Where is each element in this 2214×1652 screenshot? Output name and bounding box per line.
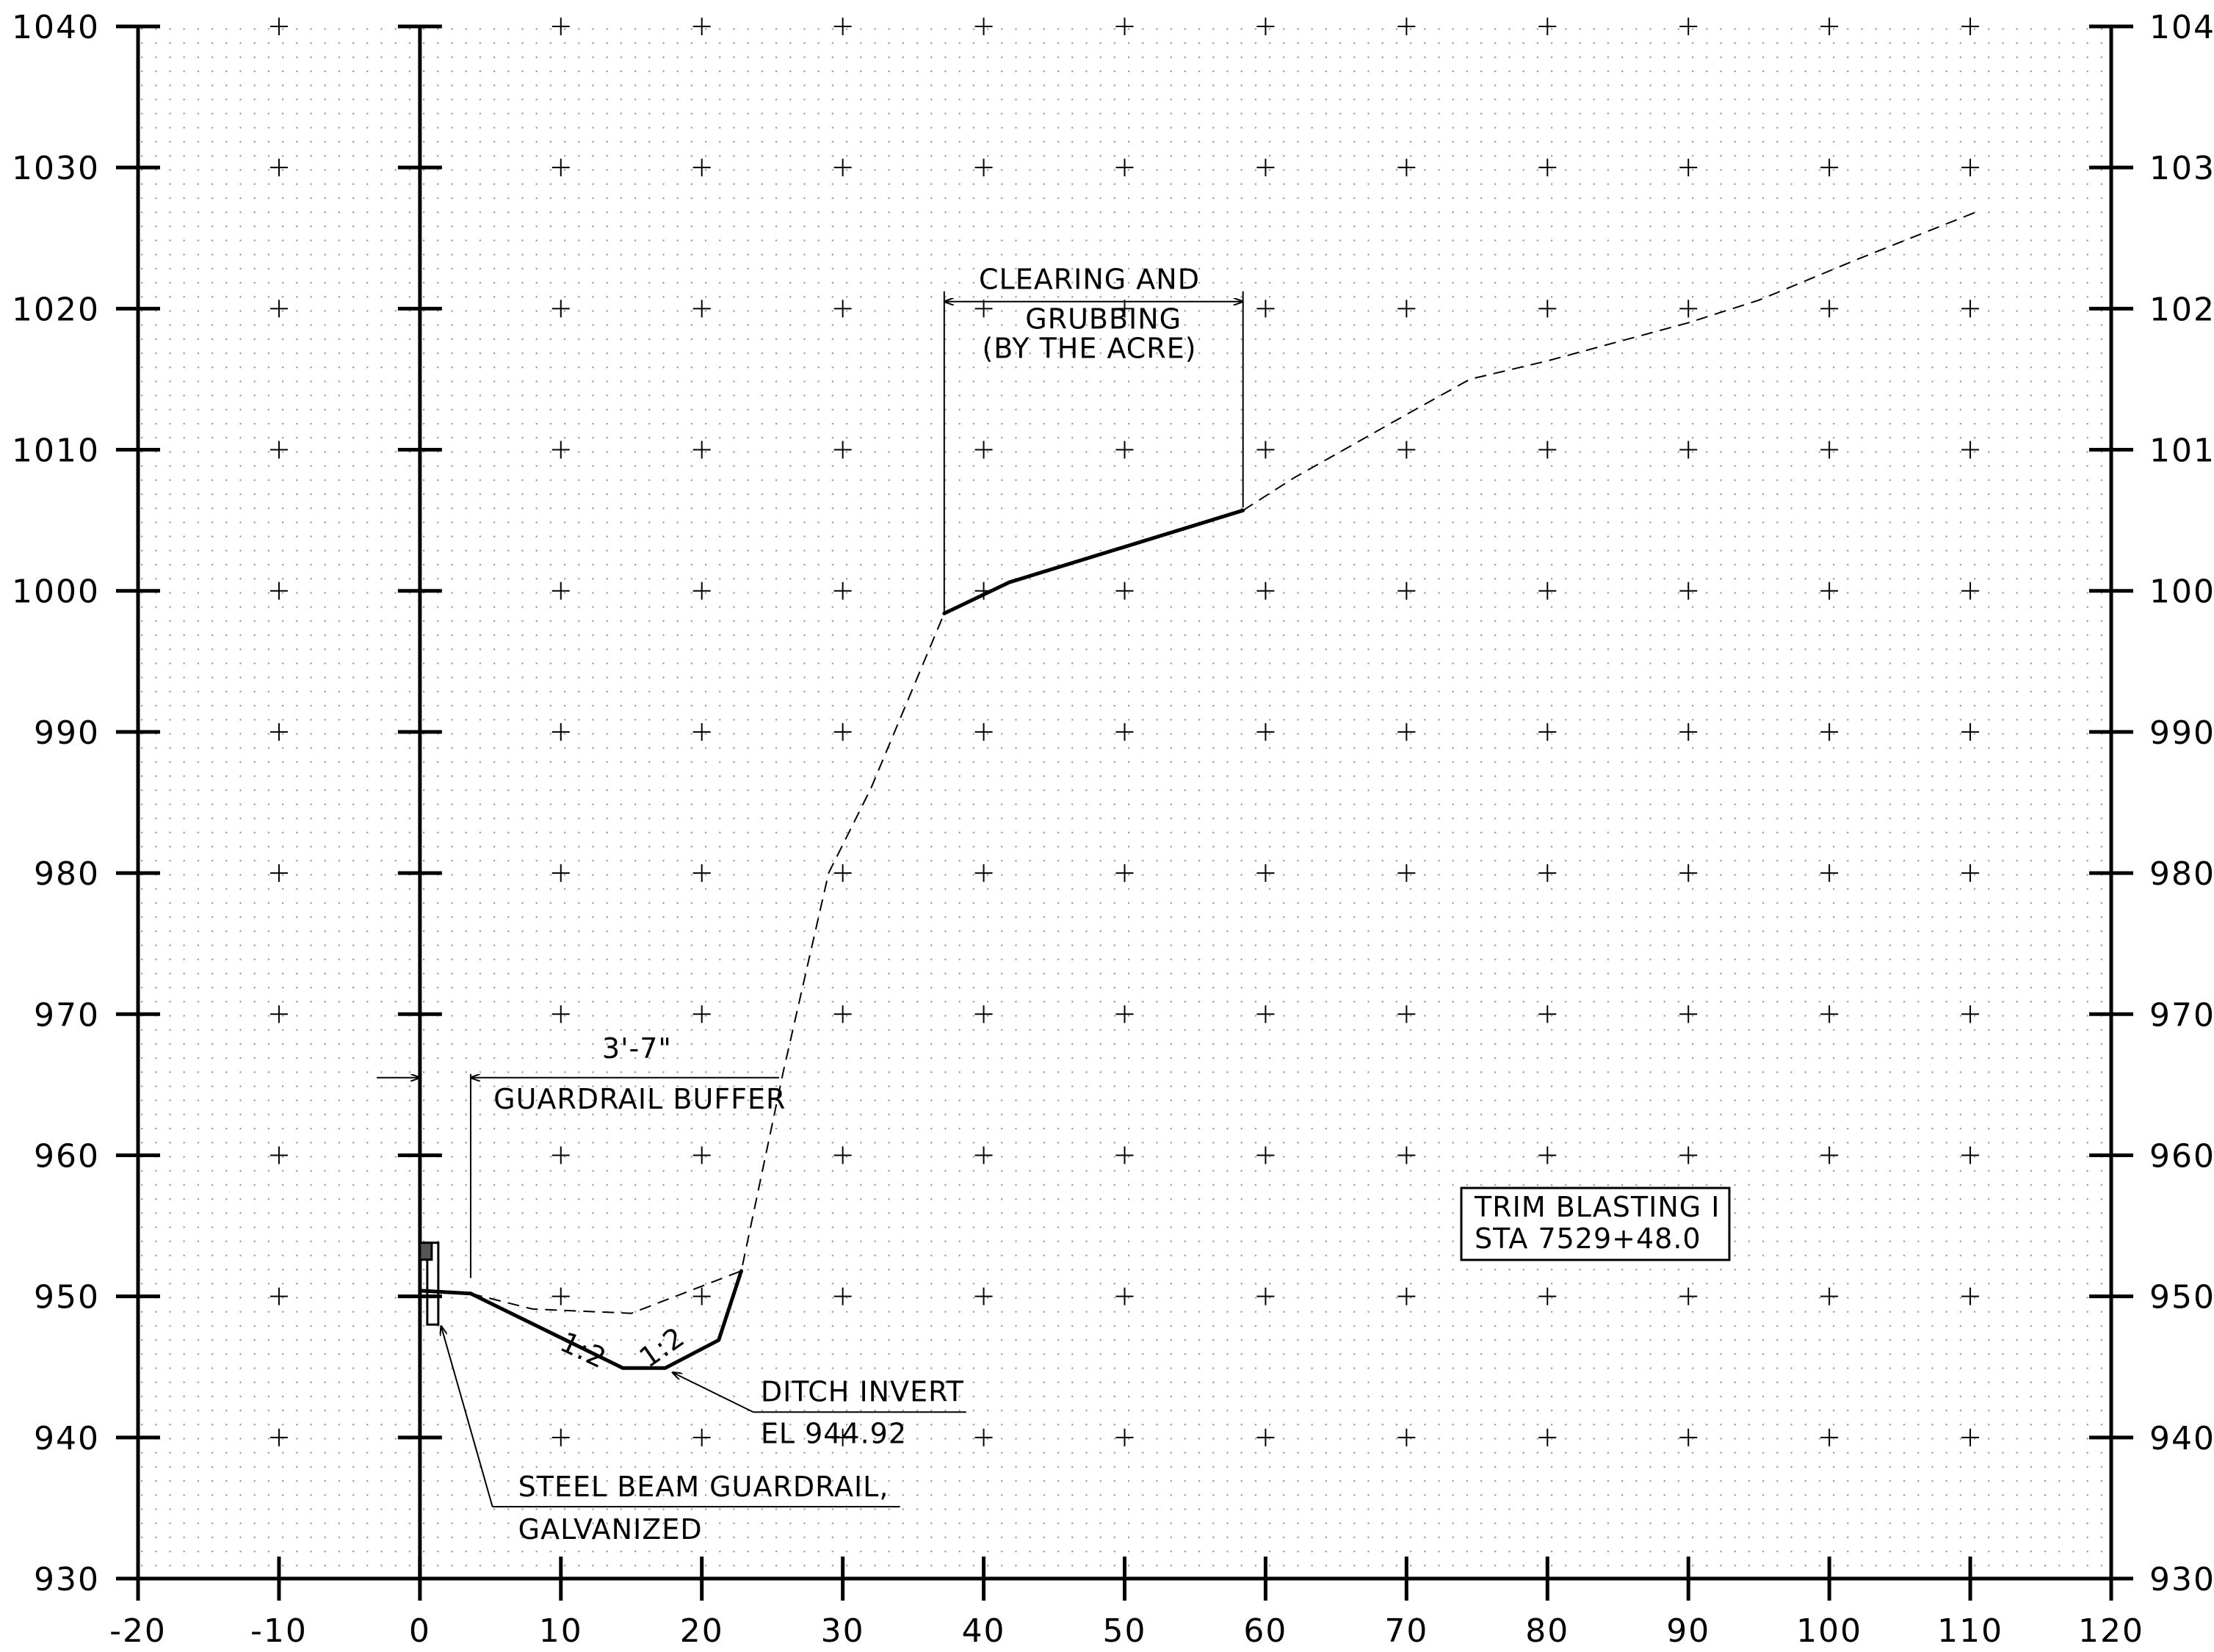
right-axis-tick-label: 1000 bbox=[2149, 573, 2214, 611]
left-axis-tick-label: 1020 bbox=[12, 291, 100, 328]
bottom-axis-tick-label: 20 bbox=[680, 1612, 724, 1650]
right-axis-tick-label: 970 bbox=[2149, 996, 2214, 1034]
title-box: TRIM BLASTING I STA 7529+48.0 bbox=[1460, 1187, 1731, 1261]
bottom-axis-tick-label: 10 bbox=[539, 1612, 583, 1650]
steel-beam-guardrail-symbol bbox=[419, 1242, 440, 1326]
guardrail-buffer-label: GUARDRAIL BUFFER bbox=[493, 1083, 786, 1115]
right-axis-tick-label: 1030 bbox=[2149, 150, 2214, 187]
left-axis-tick-label: 1030 bbox=[12, 150, 100, 187]
left-elevation-axis: 930 940 950 960 970 980 990 1000 1010 1020 1030 104… bbox=[12, 9, 160, 1598]
left-axis-tick-label: 1040 bbox=[12, 9, 100, 46]
bottom-axis-tick-label: 40 bbox=[962, 1612, 1006, 1650]
right-axis-tick-label: 960 bbox=[2149, 1137, 2214, 1175]
right-axis-tick-label: 1040 bbox=[2149, 9, 2214, 46]
ditch-invert-label: DITCH INVERT bbox=[761, 1375, 964, 1408]
left-axis-tick-label: 970 bbox=[34, 996, 100, 1034]
right-axis-tick-label: 980 bbox=[2149, 855, 2214, 893]
existing-ground-line bbox=[470, 613, 945, 1314]
bottom-axis-tick-label: 110 bbox=[1937, 1612, 2003, 1650]
right-axis-tick-label: 990 bbox=[2149, 714, 2214, 752]
guardrail-leader bbox=[441, 1326, 493, 1507]
dot-grid bbox=[140, 26, 2111, 1576]
left-axis-tick-label: 930 bbox=[34, 1561, 100, 1598]
centerline-axis bbox=[397, 24, 442, 1581]
bottom-axis-tick-label: 60 bbox=[1243, 1612, 1287, 1650]
guardrail-label-line2: GALVANIZED bbox=[518, 1513, 703, 1546]
clearing-label-line2: GRUBBING bbox=[1025, 302, 1182, 335]
left-axis-tick-label: 1000 bbox=[12, 573, 100, 611]
bottom-axis-tick-label: 30 bbox=[821, 1612, 865, 1650]
proposed-upper-slope bbox=[942, 508, 1245, 615]
bottom-axis-tick-label: -20 bbox=[109, 1612, 167, 1650]
bottom-axis-tick-label: 50 bbox=[1103, 1612, 1147, 1650]
title-line2: STA 7529+48.0 bbox=[1475, 1222, 1701, 1255]
right-axis-tick-label: 930 bbox=[2149, 1561, 2214, 1598]
left-axis-tick-label: 980 bbox=[34, 855, 100, 893]
left-axis-tick-label: 1010 bbox=[12, 432, 100, 470]
dimension-lines bbox=[377, 291, 1244, 1508]
right-elevation-axis: 930 940 950 960 970 980 990 1000 1010 1020 1030 104… bbox=[2089, 9, 2214, 1598]
left-axis-tick-label: 990 bbox=[34, 714, 100, 752]
clearing-label-line1: CLEARING AND bbox=[979, 263, 1200, 295]
ditch-elevation-label: EL 944.92 bbox=[761, 1417, 907, 1449]
left-axis-tick-label: 950 bbox=[34, 1279, 100, 1316]
bottom-axis-tick-label: 100 bbox=[1796, 1612, 1862, 1650]
bottom-axis-tick-label: 90 bbox=[1666, 1612, 1710, 1650]
bottom-axis-tick-label: 70 bbox=[1384, 1612, 1428, 1650]
guardrail-beam bbox=[419, 1242, 433, 1261]
left-axis-tick-label: 960 bbox=[34, 1137, 100, 1175]
offset-axis: -20 -10 0 10 20 30 40 50 60 70 80 90 100 110 120 bbox=[109, 1557, 2144, 1650]
clearing-label-line3: (BY THE ACRE) bbox=[982, 333, 1196, 365]
right-axis-tick-label: 1010 bbox=[2149, 432, 2214, 470]
right-axis-tick-label: 940 bbox=[2149, 1420, 2214, 1457]
bottom-axis-tick-label: 80 bbox=[1525, 1612, 1569, 1650]
bottom-axis-tick-label: -10 bbox=[250, 1612, 308, 1650]
title-line1: TRIM BLASTING I bbox=[1474, 1191, 1721, 1223]
proposed-ditch-section bbox=[418, 1269, 743, 1370]
left-axis-tick-label: 940 bbox=[34, 1420, 100, 1457]
right-axis-tick-label: 1020 bbox=[2149, 291, 2214, 328]
guardrail-label-line1: STEEL BEAM GUARDRAIL, bbox=[518, 1471, 889, 1503]
title-box-frame bbox=[1460, 1187, 1731, 1261]
ditch-leader bbox=[673, 1372, 754, 1413]
existing-ground-line-upper bbox=[1242, 211, 1975, 512]
grid-crosshairs bbox=[269, 18, 1980, 1446]
right-axis-tick-label: 950 bbox=[2149, 1279, 2214, 1316]
bottom-axis-tick-label: 0 bbox=[409, 1612, 431, 1650]
bottom-axis-tick-label: 120 bbox=[2078, 1612, 2144, 1650]
buffer-dimension-text: 3'-7" bbox=[602, 1032, 672, 1065]
